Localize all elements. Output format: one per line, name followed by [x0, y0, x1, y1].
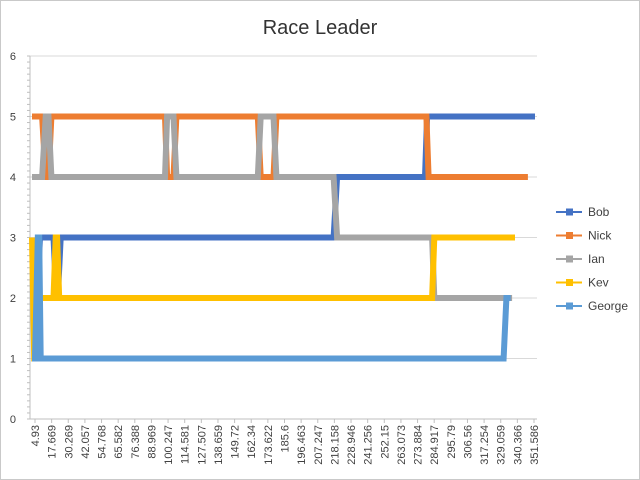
legend-label-george: George — [588, 299, 628, 313]
x-tick-label: 4.93 — [30, 425, 42, 446]
x-tick-label: 138.659 — [213, 425, 225, 465]
x-tick-label: 65.582 — [113, 425, 125, 459]
series-line-george — [32, 234, 511, 362]
x-tick-label: 185.6 — [280, 425, 292, 453]
x-tick-label: 162.34 — [246, 425, 258, 459]
legend-marker-george — [566, 302, 573, 310]
legend-marker-nick — [566, 232, 573, 239]
legend-label-ian: Ian — [588, 252, 605, 266]
x-tick-label: 252.15 — [379, 425, 391, 459]
y-tick-label: 6 — [10, 51, 16, 63]
x-tick-label: 306.56 — [462, 425, 474, 459]
x-tick-label: 114.581 — [180, 425, 192, 464]
y-tick-label: 4 — [10, 172, 16, 184]
series-lines — [29, 113, 535, 362]
x-tick-label: 88.969 — [146, 425, 158, 459]
x-tick-label: 228.946 — [346, 425, 358, 465]
legend-marker-ian — [566, 255, 573, 263]
x-tick-label: 218.158 — [329, 425, 341, 465]
legend-marker-kev — [566, 279, 573, 286]
x-tick-label: 149.72 — [230, 425, 242, 459]
x-tick-label: 127.507 — [196, 425, 208, 465]
x-tick-label: 351.586 — [529, 425, 541, 465]
x-tick-label: 100.247 — [163, 425, 175, 465]
legend: Bob Nick Ian Kev George — [556, 205, 628, 313]
axes — [27, 55, 537, 423]
y-tick-label: 3 — [10, 233, 16, 245]
x-tick-label: 196.463 — [296, 425, 308, 465]
x-tick-label: 329.059 — [496, 425, 508, 465]
gridlines — [30, 55, 537, 359]
x-tick-label: 273.884 — [413, 425, 425, 465]
x-tick-label: 241.256 — [363, 425, 375, 465]
y-axis-ticks: 0 1 2 3 4 5 6 — [10, 51, 16, 426]
y-tick-label: 1 — [10, 354, 16, 366]
x-tick-label: 17.669 — [47, 425, 59, 459]
x-tick-label: 295.79 — [446, 425, 458, 459]
x-tick-label: 284.917 — [429, 425, 441, 465]
series-line-ian — [32, 113, 513, 301]
x-tick-label: 317.254 — [479, 425, 491, 465]
x-tick-label: 42.057 — [80, 425, 92, 459]
x-axis-ticks: 4.93 17.669 30.269 42.057 54.768 65.582 76.388… — [30, 425, 541, 465]
legend-label-kev: Kev — [588, 276, 609, 290]
x-tick-label: 207.247 — [313, 425, 325, 465]
y-tick-label: 0 — [10, 414, 16, 426]
y-tick-label: 2 — [10, 293, 16, 305]
chart-title: Race Leader — [263, 17, 378, 39]
x-tick-label: 340.366 — [512, 425, 524, 465]
x-tick-label: 54.768 — [97, 425, 109, 459]
series-line-bob — [32, 113, 535, 301]
x-tick-label: 263.073 — [396, 425, 408, 465]
x-tick-label: 173.622 — [263, 425, 275, 465]
legend-label-nick: Nick — [588, 229, 612, 243]
series-line-nick — [32, 113, 528, 180]
x-tick-label: 30.269 — [63, 425, 75, 459]
legend-marker-bob — [566, 208, 573, 216]
legend-label-bob: Bob — [588, 205, 610, 219]
x-tick-label: 76.388 — [130, 425, 142, 459]
y-tick-label: 5 — [10, 112, 16, 124]
